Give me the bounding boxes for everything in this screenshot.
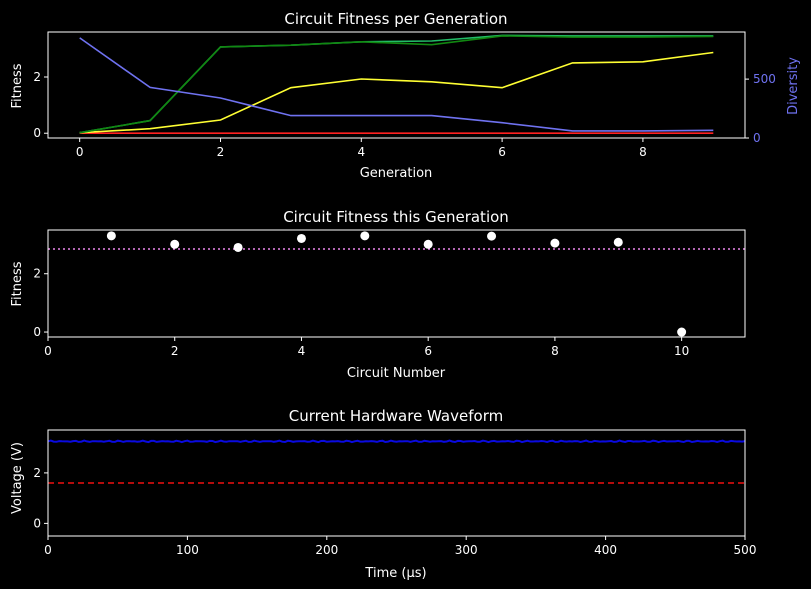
panel2-x-axis-label: Circuit Number — [347, 366, 446, 381]
panel2-point-1 — [106, 231, 116, 241]
panel1-title: Circuit Fitness per Generation — [284, 10, 507, 28]
panel3-y-axis-label: Voltage (V) — [10, 442, 25, 514]
panel3-x-tick-label: 100 — [176, 543, 199, 557]
panel2-x-tick-label: 2 — [171, 344, 179, 358]
panel2-x-tick-label: 0 — [44, 344, 52, 358]
panel1-series-line-1 — [79, 51, 714, 134]
panel1-x-axis-label: Generation — [360, 166, 433, 181]
panel1-series-line-3 — [79, 35, 714, 134]
panel2-y-tick-label: 0 — [33, 325, 41, 339]
panel2-point-9 — [613, 237, 623, 247]
panel2-x-tick-label: 10 — [674, 344, 689, 358]
panel3-y-tick-label: 0 — [33, 516, 41, 530]
panel1-x-tick-label: 0 — [76, 145, 84, 159]
panel2-plot-frame — [47, 229, 746, 338]
panel-circuit-fitness: Circuit Fitness this Generation Circuit … — [10, 208, 746, 381]
panel1-series-line-4 — [79, 37, 714, 132]
panel1-plot-frame — [47, 31, 746, 139]
panel3-x-tick-label: 200 — [315, 543, 338, 557]
panel2-y-tick-label: 2 — [33, 267, 41, 281]
panel1-x-tick-label: 4 — [357, 145, 365, 159]
panel1-x-tick-label: 2 — [217, 145, 225, 159]
panel1-y2-tick-label: 500 — [753, 72, 776, 86]
panel3-title: Current Hardware Waveform — [289, 407, 503, 425]
panel3-waveform-line — [47, 439, 746, 444]
panel2-point-5 — [360, 231, 370, 241]
panel-generation-fitness: Circuit Fitness per Generation Generatio… — [10, 10, 801, 181]
panel2-x-tick-label: 4 — [298, 344, 306, 358]
panel3-x-tick-label: 500 — [734, 543, 757, 557]
panel3-plot-frame — [47, 429, 746, 537]
panel1-x-tick-label: 6 — [498, 145, 506, 159]
panel2-point-10 — [677, 327, 687, 337]
panel1-series-line-2 — [79, 34, 714, 134]
panel2-point-8 — [550, 238, 560, 248]
panel2-title: Circuit Fitness this Generation — [283, 208, 509, 226]
panel2-x-tick-label: 6 — [424, 344, 432, 358]
panel1-y2-axis-label: Diversity — [786, 57, 801, 115]
panel1-y-axis-label: Fitness — [10, 63, 25, 108]
panel1-x-tick-label: 8 — [639, 145, 647, 159]
panel-hardware-waveform: Current Hardware Waveform Time (µs) Volt… — [10, 407, 756, 581]
panel3-x-tick-label: 300 — [455, 543, 478, 557]
panel1-y-tick-label: 0 — [33, 126, 41, 140]
panel3-x-tick-label: 0 — [44, 543, 52, 557]
panel2-point-3 — [233, 242, 243, 252]
panel2-y-axis-label: Fitness — [10, 261, 25, 306]
panel2-point-6 — [423, 239, 433, 249]
panel3-x-axis-label: Time (µs) — [364, 566, 426, 581]
panel1-y2-tick-label: 0 — [753, 131, 761, 145]
panel3-x-tick-label: 400 — [594, 543, 617, 557]
panel2-point-4 — [296, 233, 306, 243]
panel1-y-tick-label: 2 — [33, 70, 41, 84]
panel2-x-tick-label: 8 — [551, 344, 559, 358]
panel2-point-7 — [487, 231, 497, 241]
panel2-point-2 — [170, 239, 180, 249]
panel3-y-tick-label: 2 — [33, 466, 41, 480]
